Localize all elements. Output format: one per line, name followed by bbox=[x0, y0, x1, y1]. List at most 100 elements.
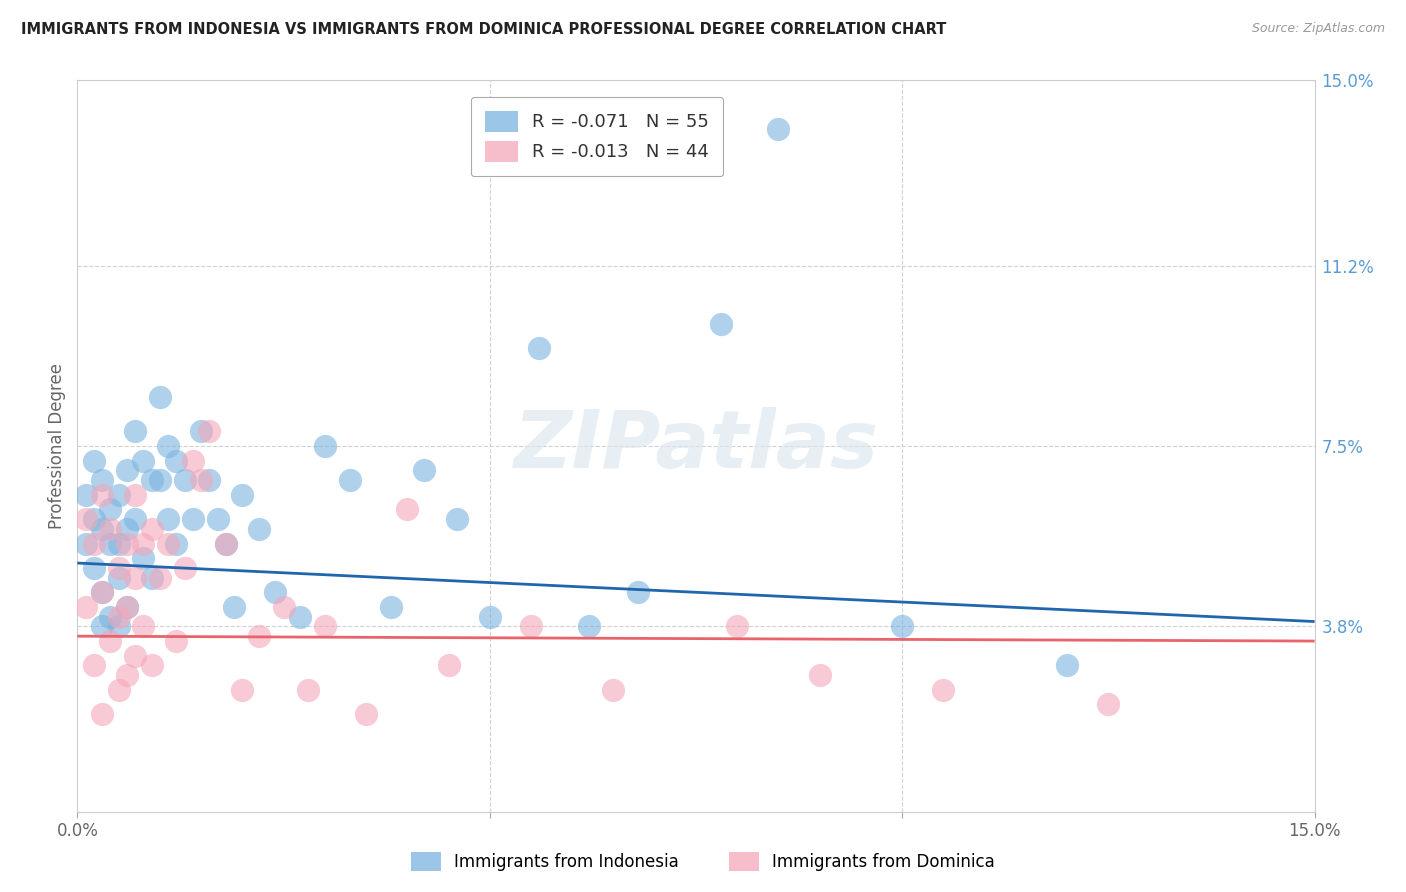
Point bbox=[157, 512, 180, 526]
Point bbox=[173, 473, 195, 487]
Point bbox=[354, 707, 377, 722]
Point bbox=[83, 658, 105, 673]
Legend: R = -0.071   N = 55, R = -0.013   N = 44: R = -0.071 N = 55, R = -0.013 N = 44 bbox=[471, 96, 723, 177]
Point bbox=[91, 522, 114, 536]
Point bbox=[602, 682, 624, 697]
Point bbox=[1056, 658, 1078, 673]
Point bbox=[339, 473, 361, 487]
Point bbox=[75, 536, 97, 550]
Point bbox=[578, 619, 600, 633]
Point bbox=[124, 512, 146, 526]
Point bbox=[107, 536, 129, 550]
Point bbox=[107, 619, 129, 633]
Point bbox=[198, 425, 221, 439]
Point bbox=[149, 473, 172, 487]
Point bbox=[273, 599, 295, 614]
Point bbox=[115, 463, 138, 477]
Point bbox=[91, 619, 114, 633]
Point bbox=[98, 609, 121, 624]
Point bbox=[75, 599, 97, 614]
Point bbox=[808, 668, 831, 682]
Point bbox=[520, 619, 543, 633]
Point bbox=[124, 488, 146, 502]
Point bbox=[396, 502, 419, 516]
Point bbox=[115, 599, 138, 614]
Point bbox=[247, 522, 270, 536]
Point bbox=[231, 488, 253, 502]
Point bbox=[181, 512, 204, 526]
Point bbox=[222, 599, 245, 614]
Point bbox=[446, 512, 468, 526]
Point bbox=[165, 536, 187, 550]
Point bbox=[207, 512, 229, 526]
Point bbox=[132, 536, 155, 550]
Point bbox=[91, 473, 114, 487]
Point bbox=[215, 536, 238, 550]
Point bbox=[141, 658, 163, 673]
Point bbox=[98, 522, 121, 536]
Point bbox=[314, 439, 336, 453]
Text: ZIPatlas: ZIPatlas bbox=[513, 407, 879, 485]
Point bbox=[314, 619, 336, 633]
Point bbox=[91, 585, 114, 599]
Point bbox=[107, 561, 129, 575]
Point bbox=[83, 561, 105, 575]
Point bbox=[932, 682, 955, 697]
Point bbox=[107, 609, 129, 624]
Point bbox=[165, 453, 187, 467]
Point bbox=[478, 609, 501, 624]
Point bbox=[247, 629, 270, 643]
Point bbox=[149, 390, 172, 404]
Point bbox=[75, 512, 97, 526]
Point bbox=[107, 682, 129, 697]
Point bbox=[891, 619, 914, 633]
Point bbox=[529, 342, 551, 356]
Point bbox=[132, 551, 155, 566]
Point bbox=[627, 585, 650, 599]
Point bbox=[98, 502, 121, 516]
Point bbox=[297, 682, 319, 697]
Point bbox=[115, 536, 138, 550]
Point bbox=[157, 536, 180, 550]
Point bbox=[190, 425, 212, 439]
Point bbox=[107, 571, 129, 585]
Point bbox=[115, 522, 138, 536]
Point bbox=[91, 585, 114, 599]
Point bbox=[141, 522, 163, 536]
Point bbox=[157, 439, 180, 453]
Point bbox=[181, 453, 204, 467]
Point bbox=[768, 122, 790, 136]
Legend: Immigrants from Indonesia, Immigrants from Dominica: Immigrants from Indonesia, Immigrants fr… bbox=[402, 843, 1004, 880]
Point bbox=[124, 648, 146, 663]
Point bbox=[412, 463, 434, 477]
Point bbox=[149, 571, 172, 585]
Point bbox=[124, 571, 146, 585]
Point bbox=[710, 317, 733, 331]
Point bbox=[215, 536, 238, 550]
Point bbox=[288, 609, 311, 624]
Text: Source: ZipAtlas.com: Source: ZipAtlas.com bbox=[1251, 22, 1385, 36]
Point bbox=[115, 668, 138, 682]
Point bbox=[264, 585, 287, 599]
Point bbox=[132, 453, 155, 467]
Text: IMMIGRANTS FROM INDONESIA VS IMMIGRANTS FROM DOMINICA PROFESSIONAL DEGREE CORREL: IMMIGRANTS FROM INDONESIA VS IMMIGRANTS … bbox=[21, 22, 946, 37]
Point bbox=[173, 561, 195, 575]
Point bbox=[83, 512, 105, 526]
Point bbox=[141, 571, 163, 585]
Point bbox=[98, 536, 121, 550]
Point bbox=[83, 536, 105, 550]
Point bbox=[1097, 698, 1119, 712]
Point bbox=[91, 707, 114, 722]
Point bbox=[75, 488, 97, 502]
Point bbox=[115, 599, 138, 614]
Point bbox=[380, 599, 402, 614]
Point bbox=[725, 619, 748, 633]
Point bbox=[165, 634, 187, 648]
Point bbox=[437, 658, 460, 673]
Point bbox=[98, 634, 121, 648]
Point bbox=[107, 488, 129, 502]
Point bbox=[231, 682, 253, 697]
Point bbox=[132, 619, 155, 633]
Point bbox=[124, 425, 146, 439]
Y-axis label: Professional Degree: Professional Degree bbox=[48, 363, 66, 529]
